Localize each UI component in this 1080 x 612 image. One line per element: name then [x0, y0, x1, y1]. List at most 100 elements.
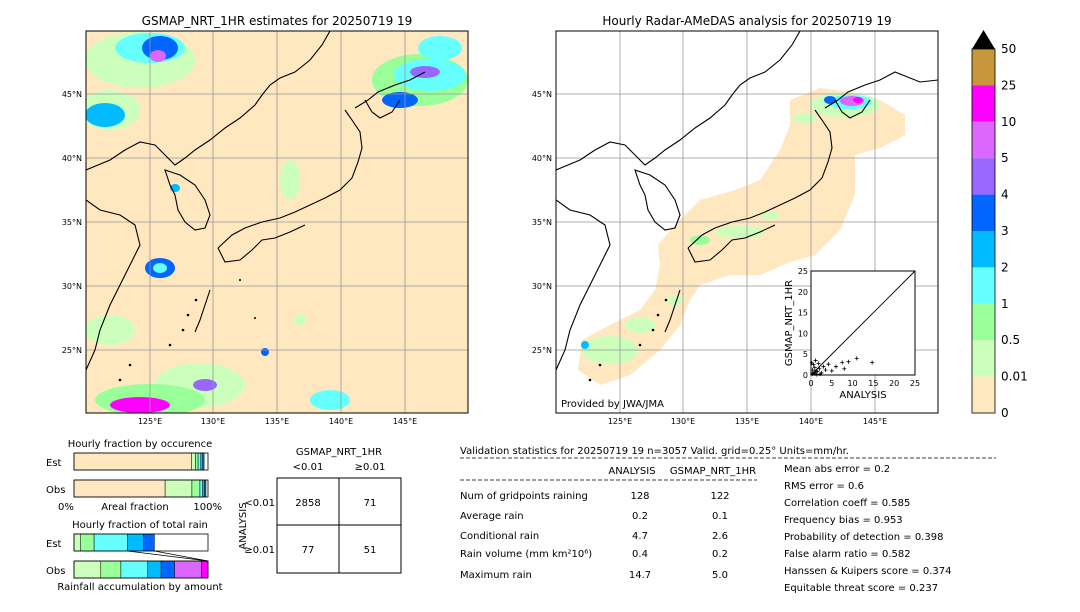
occ-est-segment-0	[73, 452, 192, 471]
occ-obs-segment-0	[73, 479, 166, 498]
rain-connector-0	[127, 550, 209, 562]
left-lat-40: 40°N	[62, 154, 82, 163]
stats-row-gsmap-4: 5.0	[712, 570, 728, 581]
stats-row-label-2: Conditional rain	[460, 531, 539, 542]
contingency-col-ge: ≥0.01	[355, 462, 386, 473]
scatter-ytick-1: 5	[803, 350, 808, 359]
rain-obs-frame	[73, 560, 209, 579]
right-lat-45: 45°N	[532, 90, 552, 99]
right-lat-35: 35°N	[532, 218, 552, 227]
occ-obs-segment-1	[164, 479, 193, 498]
left-precip-field	[86, 32, 468, 413]
right-lon-135: 135°E	[735, 417, 759, 426]
scatter-point-5	[815, 369, 820, 374]
stats-header: Validation statistics for 20250719 19 n=…	[460, 446, 849, 457]
totalrain-bar-est	[73, 533, 209, 552]
rain-obs-segment-2	[120, 560, 148, 579]
stats-row-gsmap-3: 0.2	[712, 549, 728, 560]
scatter-xtick-4: 20	[889, 379, 899, 388]
scatter-point-20	[846, 359, 851, 364]
scatter-ytick-0: 0	[803, 371, 808, 380]
rain-est-segment-2	[93, 533, 128, 552]
occ-est-segment-2	[195, 452, 199, 471]
occurrence-row-obs: Obs	[46, 485, 65, 496]
right-precip-field	[581, 93, 880, 364]
left-lat-25: 25°N	[62, 346, 82, 355]
stats-row-analysis-4: 14.7	[629, 570, 651, 581]
right-lat-40: 40°N	[532, 154, 552, 163]
occ-obs-segment-5	[204, 479, 207, 498]
scatter-point-23	[818, 372, 823, 377]
occ-est-segment-3	[197, 452, 202, 471]
scatter-xtick-3: 15	[868, 379, 878, 388]
right-islands	[588, 298, 668, 382]
scatter-points	[809, 356, 875, 377]
colorbar-label-9: 0.01	[1001, 370, 1028, 384]
right-lat-30: 30°N	[532, 282, 552, 291]
occurrence-bar-est	[73, 452, 209, 471]
contingency-cell-c: 77	[302, 545, 315, 556]
right-map-frame	[555, 30, 939, 414]
occ-obs-segment-4	[202, 479, 205, 498]
left-map-grid	[86, 31, 468, 413]
colorbar-label-4: 4	[1001, 188, 1009, 202]
contingency-row-lt: <0.01	[244, 498, 275, 509]
contingency-table: GSMAP_NRT_1HR <0.01 ≥0.01 ANALYSIS <0.01…	[238, 447, 402, 574]
scatter-point-18	[840, 360, 845, 365]
scatter-ticks: 00 5 5 10 10 15 15 20 20 25 25	[798, 267, 920, 388]
left-coastline	[86, 31, 426, 371]
occ-obs-frame	[73, 479, 209, 498]
totalrain-row-est: Est	[46, 539, 62, 550]
scatter-xtick-0: 0	[808, 379, 813, 388]
score-mae: Mean abs error = 0.2	[784, 464, 890, 475]
occ-est-segment-1	[191, 452, 196, 471]
score-freq-bias: Frequency bias = 0.953	[784, 515, 903, 526]
colorbar-segment-9	[972, 376, 995, 413]
colorbar-labels: 50 25 10 5 4 3 2 1 0.5 0.01 0	[1001, 42, 1028, 420]
scatter-point-0	[810, 372, 815, 377]
rain-est-segment-1	[80, 533, 95, 552]
stats-row-label-3: Rain volume (mm km²10⁶)	[460, 549, 592, 560]
colorbar-label-1: 25	[1001, 78, 1016, 92]
right-coastline	[556, 31, 938, 371]
occ-est-frame	[73, 452, 209, 471]
score-hk: Hanssen & Kuipers score = 0.374	[784, 566, 951, 577]
contingency-col-lt: <0.01	[293, 462, 324, 473]
colorbar-label-8: 0.5	[1001, 333, 1020, 347]
scatter-inset: 00 5 5 10 10 15 15 20 20 25 25 ANALYSIS GSMAP_NRT_…	[784, 267, 920, 401]
colorbar-segment-2	[972, 121, 995, 159]
right-lon-145: 145°E	[863, 417, 887, 426]
rain-est-segment-4	[143, 533, 155, 552]
colorbar-extend-arrow	[972, 30, 995, 49]
scatter-point-15	[826, 362, 831, 367]
contingency-title: GSMAP_NRT_1HR	[296, 447, 382, 458]
scatter-ytick-3: 15	[798, 309, 808, 318]
left-lat-35: 35°N	[62, 218, 82, 227]
contingency-row-axis-label: ANALYSIS	[238, 502, 249, 549]
occurrence-title: Hourly fraction by occurence	[68, 439, 212, 450]
left-lat-labels: 45°N 40°N 35°N 30°N 25°N	[62, 90, 82, 355]
rain-connector-1	[154, 550, 209, 562]
totalrain-title: Hourly fraction of total rain	[72, 520, 208, 531]
scatter-point-11	[813, 358, 818, 363]
score-pod: Probability of detection = 0.398	[784, 532, 943, 543]
right-lon-130: 130°E	[671, 417, 695, 426]
score-corr: Correlation coeff = 0.585	[784, 498, 910, 509]
scatter-xtick-5: 25	[910, 379, 920, 388]
scatter-point-9	[810, 368, 815, 373]
left-lat-30: 30°N	[62, 282, 82, 291]
occurrence-tick-100: 100%	[193, 502, 222, 513]
scatter-ytick-5: 25	[798, 267, 808, 276]
colorbar-frame	[971, 48, 996, 414]
colorbar-segments	[972, 49, 995, 413]
scatter-diagonal	[810, 270, 916, 376]
left-islands	[118, 279, 256, 382]
scatter-point-6	[817, 366, 822, 371]
colorbar-label-0: 50	[1001, 42, 1016, 56]
score-rmse: RMS error = 0.6	[784, 481, 864, 492]
stats-row-analysis-0: 128	[630, 491, 649, 502]
rain-obs-segment-0	[73, 560, 102, 579]
rain-obs-segment-5	[174, 560, 202, 579]
scatter-point-21	[854, 356, 859, 361]
